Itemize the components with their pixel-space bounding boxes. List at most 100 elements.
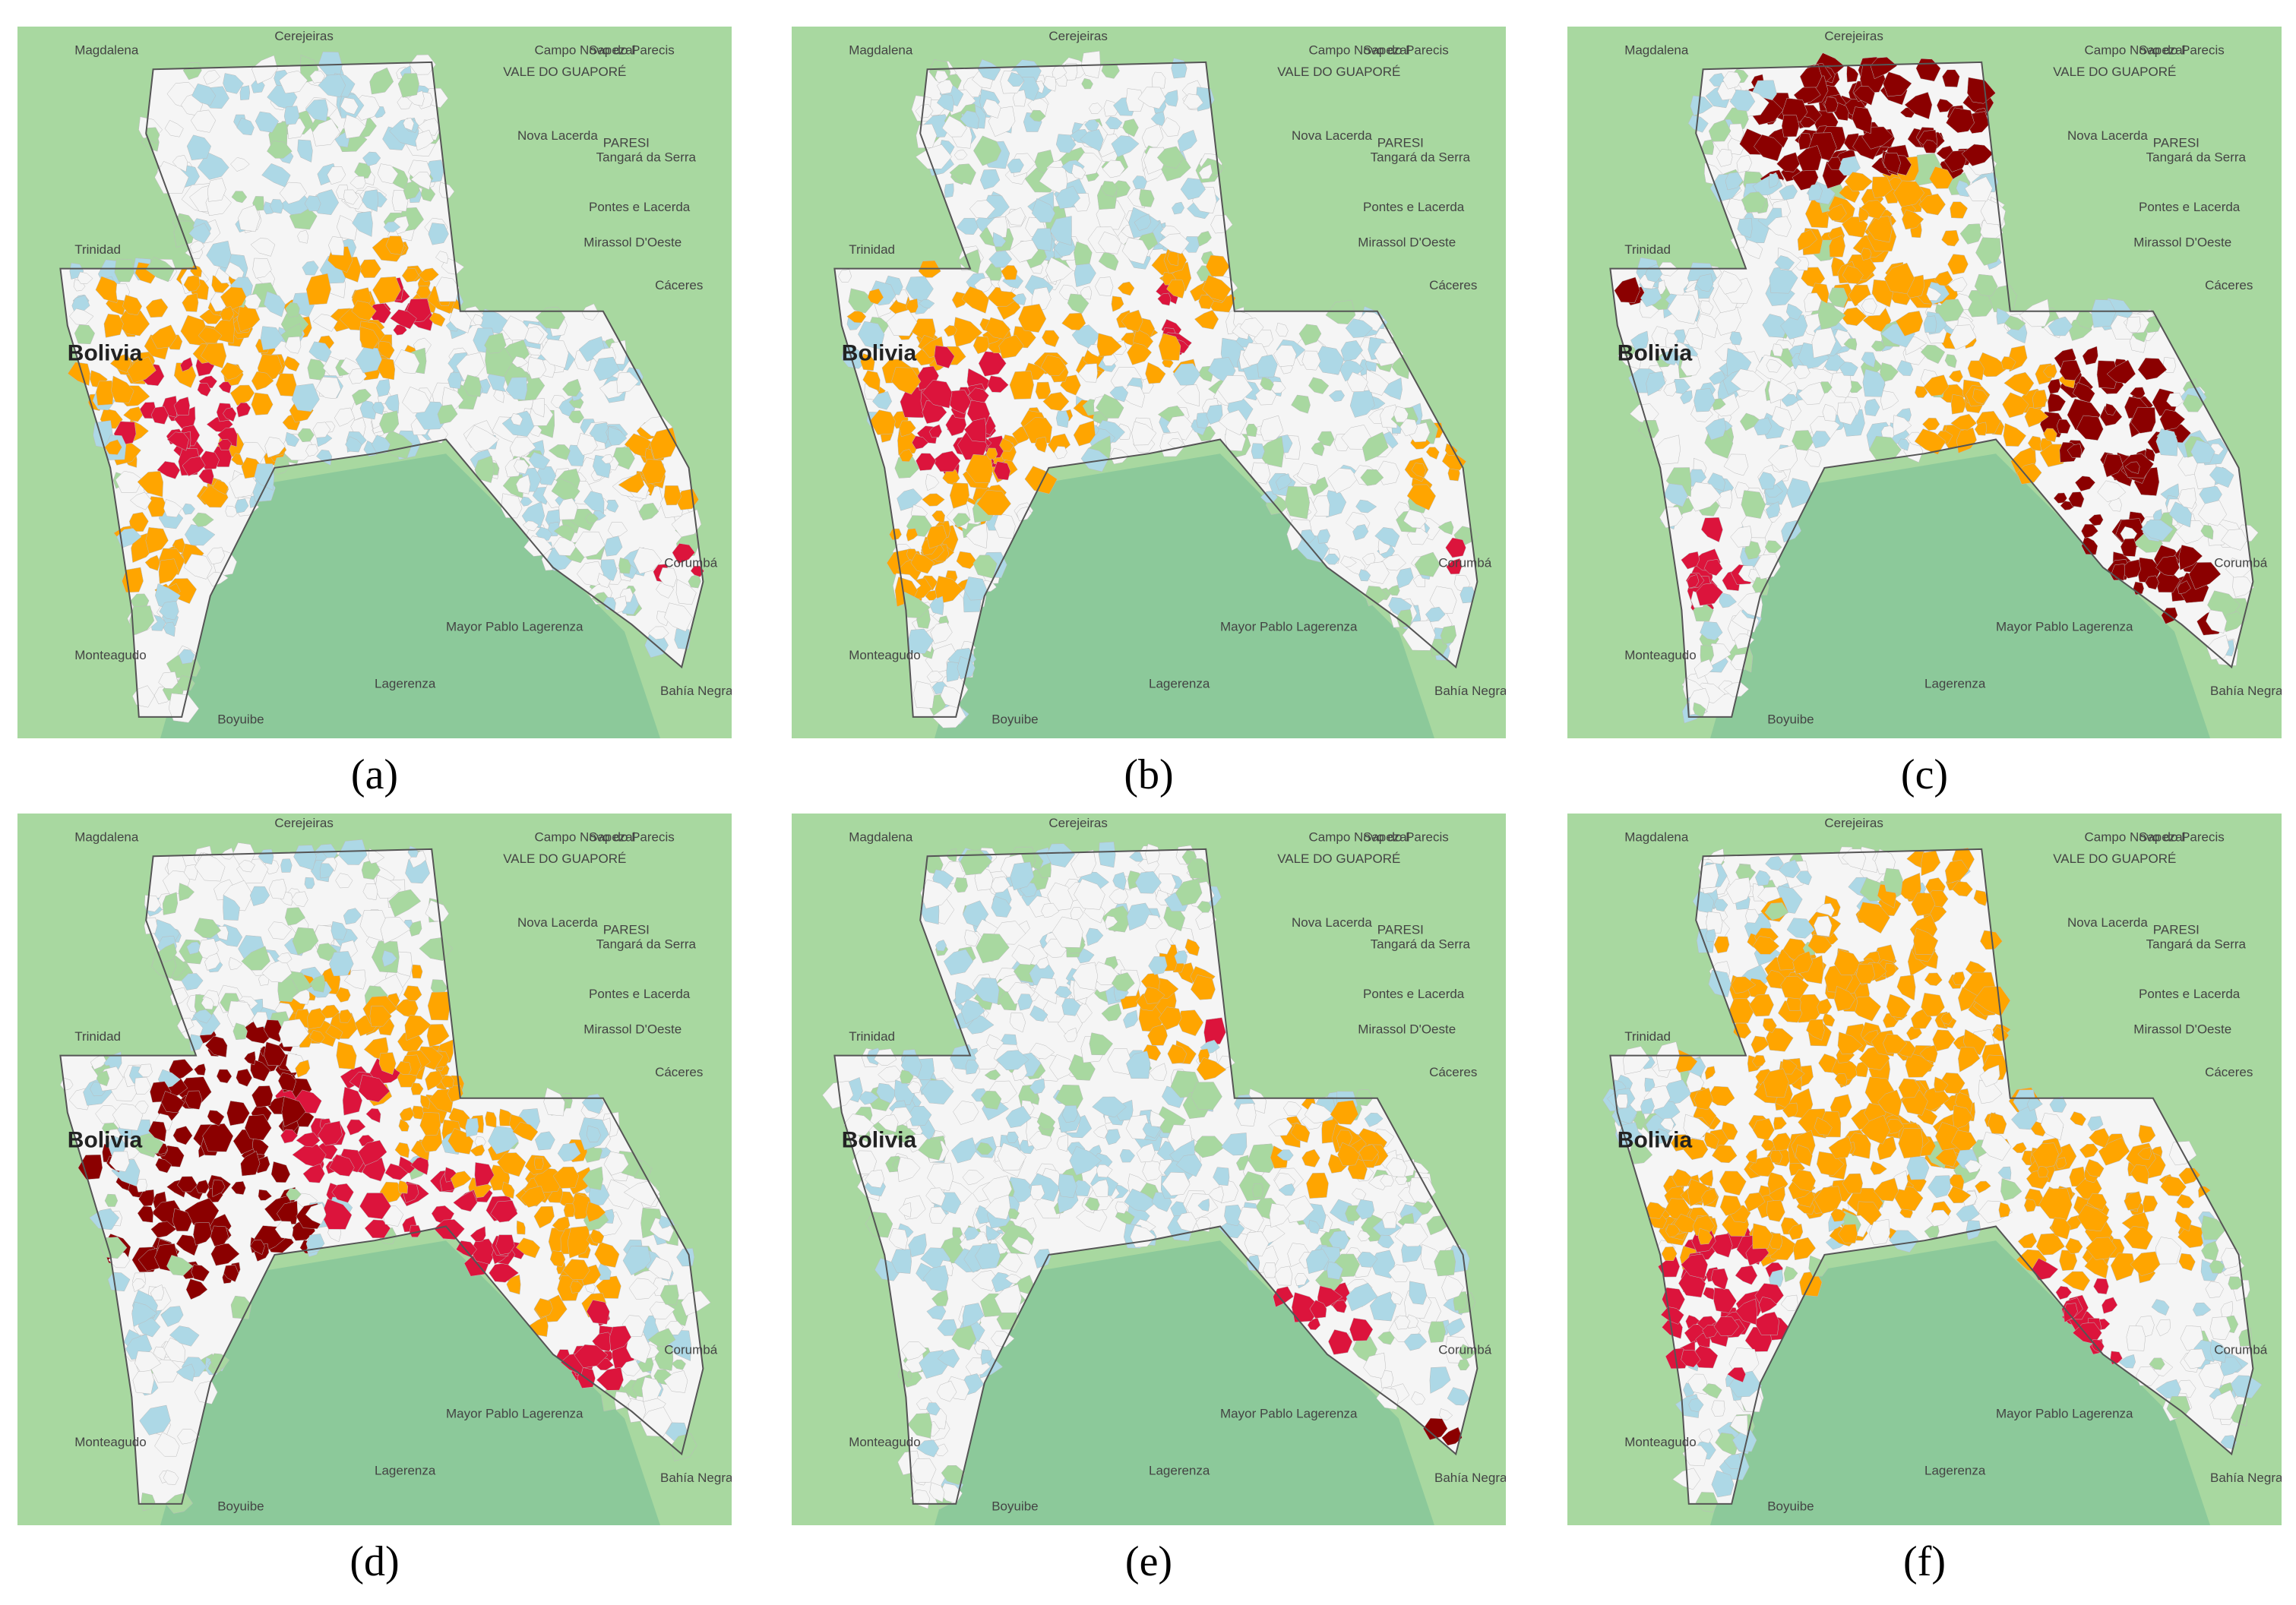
municipality-patch — [178, 883, 195, 902]
municipality-patch — [1701, 1187, 1718, 1207]
municipality-patch — [1935, 299, 1964, 322]
municipality-patch — [1922, 139, 1938, 153]
municipality-patch — [185, 1278, 208, 1300]
municipality-patch — [1117, 281, 1135, 296]
municipality-patch — [2225, 558, 2251, 578]
municipality-patch — [928, 1206, 947, 1224]
municipality-patch — [1808, 183, 1823, 201]
municipality-patch — [1162, 1172, 1191, 1196]
municipality-patch — [1278, 1183, 1295, 1196]
municipality-patch — [1306, 1172, 1329, 1199]
municipality-patch — [992, 232, 1007, 248]
municipality-patch — [295, 1060, 311, 1078]
municipality-patch — [251, 1136, 269, 1155]
municipality-patch — [1898, 1078, 1921, 1098]
municipality-patch — [1861, 352, 1876, 368]
municipality-patch — [1009, 1012, 1026, 1033]
municipality-patch — [195, 1180, 210, 1194]
municipality-patch — [2063, 1303, 2078, 1323]
municipality-patch — [980, 1091, 1002, 1110]
municipality-patch — [918, 299, 935, 309]
municipality-patch — [1895, 311, 1924, 336]
municipality-patch — [1029, 1042, 1055, 1060]
municipality-patch — [1659, 507, 1683, 529]
municipality-patch — [2081, 523, 2098, 539]
municipality-patch — [1814, 915, 1833, 937]
municipality-patch — [1768, 1186, 1785, 1202]
municipality-patch — [114, 258, 134, 283]
municipality-patch — [472, 314, 483, 325]
municipality-patch — [1055, 410, 1070, 428]
municipality-patch — [407, 90, 425, 106]
municipality-patch — [1115, 1201, 1129, 1214]
municipality-patch — [1099, 842, 1116, 868]
municipality-patch — [335, 873, 353, 889]
municipality-patch — [1861, 1114, 1890, 1145]
municipality-patch — [975, 1243, 1001, 1270]
municipality-patch — [1101, 1003, 1122, 1022]
municipality-patch — [1811, 327, 1836, 359]
municipality-patch — [1428, 1321, 1446, 1343]
municipality-patch — [535, 306, 566, 330]
municipality-patch — [380, 917, 411, 944]
municipality-patch — [1698, 1428, 1713, 1444]
municipality-patch — [603, 1151, 629, 1176]
municipality-patch — [1727, 1367, 1746, 1383]
municipality-patch — [586, 1125, 602, 1142]
municipality-patch — [1055, 185, 1080, 209]
municipality-patch — [429, 1088, 454, 1114]
map-panel: Magdalena Trinidad Bolivia Cerejeiras VALE D… — [792, 27, 1506, 738]
municipality-patch — [145, 257, 175, 283]
municipality-patch — [415, 129, 435, 151]
municipality-patch — [867, 288, 884, 305]
municipality-patch — [172, 155, 188, 172]
municipality-patch — [202, 1123, 234, 1152]
municipality-patch — [336, 215, 358, 241]
municipality-patch — [1031, 228, 1053, 251]
municipality-patch — [2110, 1253, 2136, 1281]
municipality-patch — [1029, 1078, 1045, 1095]
municipality-patch — [558, 498, 578, 520]
municipality-patch — [1972, 388, 1988, 405]
municipality-patch — [1251, 443, 1265, 460]
municipality-patch — [158, 671, 179, 689]
municipality-patch — [1935, 1148, 1958, 1167]
municipality-patch — [169, 1325, 200, 1347]
municipality-patch — [268, 879, 287, 899]
municipality-patch — [456, 352, 485, 381]
place-name: Pontes e Lacerda — [1363, 987, 1465, 1001]
municipality-patch — [1135, 870, 1162, 894]
place-name: Cerejeiras — [274, 816, 333, 830]
municipality-patch — [931, 510, 945, 524]
municipality-patch — [1358, 1144, 1379, 1161]
municipality-patch — [192, 1009, 213, 1024]
municipality-patch — [369, 67, 394, 95]
municipality-patch — [1838, 1224, 1858, 1243]
place-name: Monteagudo — [849, 648, 921, 662]
municipality-patch — [197, 383, 211, 397]
municipality-patch — [1711, 1145, 1738, 1164]
municipality-patch — [470, 1144, 485, 1157]
municipality-patch — [2138, 1124, 2156, 1144]
municipality-patch — [993, 461, 1011, 481]
place-name: Bahía Negra — [1434, 1471, 1507, 1485]
municipality-patch — [1660, 1117, 1675, 1132]
municipality-patch — [1425, 447, 1440, 460]
municipality-patch — [1700, 621, 1723, 641]
municipality-patch — [1290, 1122, 1311, 1143]
municipality-patch — [1131, 421, 1157, 446]
municipality-patch — [1007, 1208, 1020, 1220]
municipality-patch — [977, 58, 1001, 81]
municipality-patch — [574, 531, 606, 558]
municipality-patch — [1202, 274, 1232, 302]
municipality-patch — [131, 1301, 158, 1327]
municipality-patch — [144, 917, 158, 935]
municipality-patch — [1340, 555, 1357, 567]
municipality-patch — [601, 454, 614, 464]
municipality-patch — [1150, 1111, 1165, 1127]
municipality-patch — [297, 229, 309, 244]
municipality-patch — [2178, 1253, 2196, 1272]
municipality-patch — [865, 1169, 885, 1189]
municipality-patch — [329, 951, 354, 977]
municipality-patch — [1791, 1169, 1816, 1192]
